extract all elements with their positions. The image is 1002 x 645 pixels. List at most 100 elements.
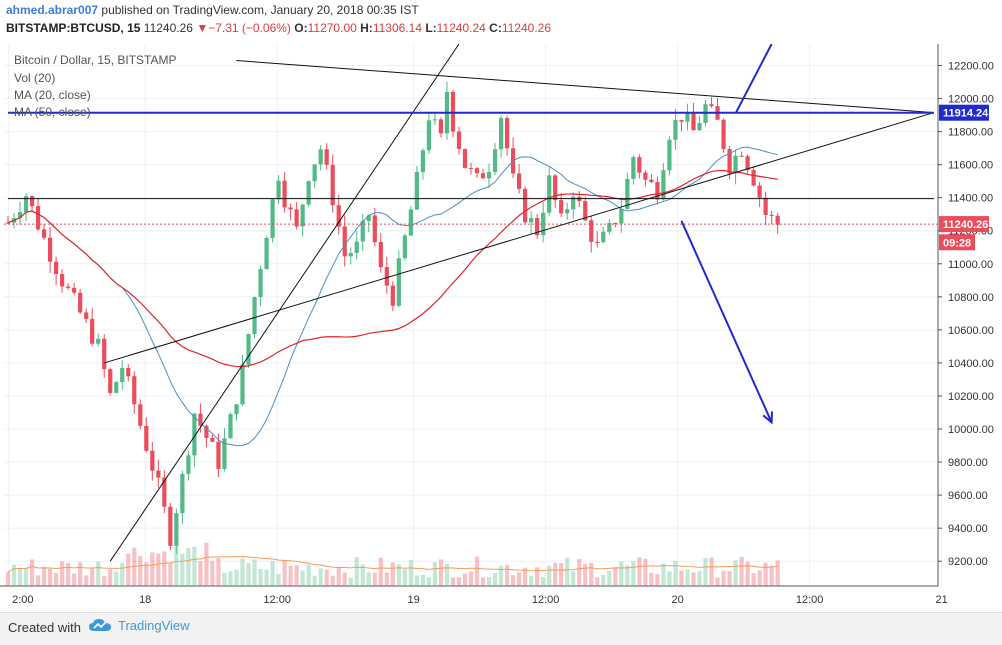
candle-body bbox=[420, 150, 426, 173]
volume-bar bbox=[583, 563, 588, 586]
y-tick-label: 10200.00 bbox=[948, 391, 994, 403]
volume-bar bbox=[372, 572, 377, 586]
volume-bar bbox=[192, 546, 197, 586]
publish-header: ahmed.abrar007 published on TradingView.… bbox=[6, 3, 419, 20]
candle-body bbox=[402, 235, 407, 259]
candle-body bbox=[342, 226, 347, 257]
volume-bar bbox=[11, 564, 17, 586]
y-tick-label: 11000.00 bbox=[948, 259, 993, 271]
cloud-icon bbox=[89, 619, 111, 631]
volume-bar bbox=[366, 572, 371, 586]
price-label: 11914.24 bbox=[943, 108, 989, 120]
volume-bar bbox=[360, 564, 365, 586]
candle-body bbox=[66, 286, 71, 288]
candles bbox=[5, 81, 780, 554]
volume-bar bbox=[390, 562, 395, 586]
volume-bar bbox=[697, 571, 702, 586]
volume-bar bbox=[432, 561, 438, 586]
volume-bar bbox=[336, 566, 341, 586]
candle-body bbox=[102, 338, 107, 370]
candle-body bbox=[108, 369, 113, 393]
last-price: 11240.26 bbox=[143, 21, 193, 35]
volume-bar bbox=[216, 558, 221, 586]
volume-bar bbox=[60, 561, 65, 586]
high-label: H: bbox=[360, 21, 373, 35]
volume-bar bbox=[108, 569, 113, 586]
low-value: 11240.24 bbox=[436, 21, 486, 35]
candle-body bbox=[679, 119, 684, 122]
candle-body bbox=[288, 207, 293, 210]
candle-body bbox=[162, 477, 167, 507]
candle-body bbox=[541, 212, 546, 236]
x-tick-label: 20 bbox=[671, 594, 683, 606]
author-link[interactable]: ahmed.abrar007 bbox=[6, 3, 99, 17]
volume-bar bbox=[577, 559, 582, 586]
candle-body bbox=[300, 204, 305, 227]
y-tick-label: 9200.00 bbox=[948, 556, 988, 568]
candle-body bbox=[619, 208, 624, 224]
candle-body bbox=[655, 182, 660, 200]
candle-body bbox=[5, 222, 11, 224]
candle-body bbox=[240, 364, 245, 405]
candle-body bbox=[504, 118, 510, 149]
volume-bar bbox=[498, 565, 504, 586]
ma20-line bbox=[7, 146, 778, 447]
candle-body bbox=[438, 119, 444, 134]
candle-body bbox=[306, 181, 311, 205]
volume-bar bbox=[504, 564, 510, 586]
candle-body bbox=[733, 155, 738, 174]
volume-bars bbox=[5, 542, 780, 586]
price-chart[interactable]: 9200.00 9400.00 9600.00 9800.00 10000.00 1020… bbox=[0, 44, 1002, 612]
volume-bar bbox=[486, 577, 492, 586]
candle-body bbox=[414, 172, 419, 210]
legend-vol: Vol (20) bbox=[14, 71, 56, 85]
candle-body bbox=[589, 220, 594, 242]
volume-bar bbox=[252, 559, 257, 586]
volume-bar bbox=[84, 575, 89, 586]
volume-bar bbox=[757, 570, 762, 586]
tradingview-logo[interactable]: TradingView bbox=[88, 617, 190, 633]
volume-bar bbox=[625, 565, 630, 586]
volume-bar bbox=[673, 560, 678, 586]
volume-bar bbox=[565, 557, 570, 586]
low-label: L: bbox=[425, 21, 437, 35]
y-tick-label: 12200.00 bbox=[948, 60, 994, 72]
volume-bar bbox=[330, 575, 335, 586]
legend-ma20: MA (20, close) bbox=[14, 88, 91, 102]
volume-bar bbox=[655, 573, 660, 586]
footer: Created with TradingView bbox=[0, 612, 1002, 645]
volume-bar bbox=[186, 548, 191, 586]
volume-bar bbox=[53, 572, 59, 586]
volume-bar bbox=[342, 572, 347, 586]
candle-body bbox=[601, 231, 606, 243]
volume-bar bbox=[751, 573, 756, 586]
volume-bar bbox=[595, 577, 600, 586]
volume-bar bbox=[631, 561, 636, 586]
candle-body bbox=[516, 173, 522, 189]
steep-support bbox=[109, 44, 460, 562]
volume-bar bbox=[721, 570, 726, 586]
candle-body bbox=[492, 149, 498, 173]
volume-bar bbox=[709, 557, 714, 586]
ma50-line bbox=[7, 169, 778, 368]
volume-bar bbox=[510, 575, 516, 586]
candle-body bbox=[228, 414, 233, 439]
volume-bar bbox=[282, 560, 287, 586]
x-tick-label: 12:00 bbox=[532, 594, 560, 606]
candle-body bbox=[456, 131, 462, 149]
candle-body bbox=[360, 221, 365, 242]
candle-body bbox=[23, 196, 29, 213]
volume-bar bbox=[601, 574, 606, 586]
candle-body bbox=[486, 172, 492, 179]
open-value: 11270.00 bbox=[307, 21, 357, 35]
candle-body bbox=[35, 206, 41, 230]
volume-bar bbox=[41, 567, 47, 586]
volume-bar bbox=[444, 563, 450, 586]
candle-body bbox=[378, 242, 383, 268]
candle-body bbox=[625, 178, 630, 209]
candle-body bbox=[90, 318, 95, 344]
volume-bar bbox=[402, 569, 407, 586]
candle-body bbox=[84, 312, 89, 319]
candle-body bbox=[613, 223, 618, 225]
candle-body bbox=[396, 258, 401, 306]
